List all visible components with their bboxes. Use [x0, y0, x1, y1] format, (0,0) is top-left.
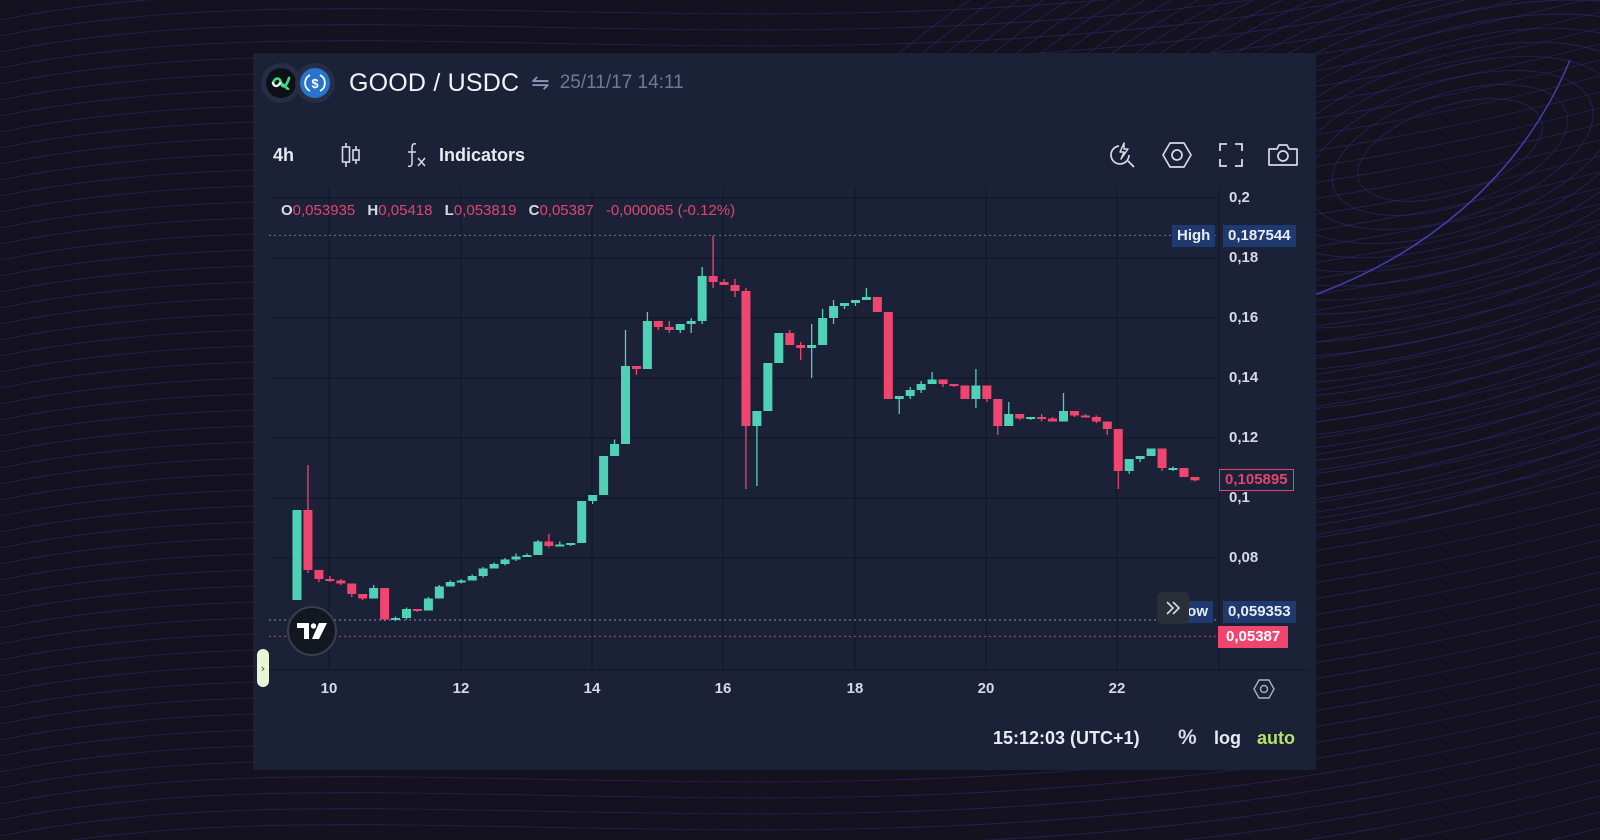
chart-type-button[interactable]: [339, 135, 363, 175]
candlestick-chart[interactable]: [253, 53, 1316, 713]
low-value: 0,053819: [453, 202, 517, 219]
high-key: H: [367, 202, 379, 219]
chevron-right-icon: ›: [260, 661, 266, 675]
price-label: 0,16: [1229, 309, 1259, 326]
sidebar-toggle-handle[interactable]: ›: [257, 649, 269, 687]
open-key: O: [281, 202, 293, 219]
chart-panel: $ GOOD / USDC ⇋ 25/11/17 14:11 4h Indica…: [253, 53, 1316, 770]
quick-search-button[interactable]: [1109, 135, 1137, 175]
chart-header: $ GOOD / USDC ⇋ 25/11/17 14:11: [261, 63, 684, 103]
high-tag-value: 0,187544: [1223, 225, 1296, 247]
quick-search-icon: [1110, 142, 1135, 168]
pair-timestamp: 25/11/17 14:11: [559, 72, 684, 93]
tradingview-icon: [297, 623, 327, 639]
scroll-to-realtime-button[interactable]: [1157, 592, 1189, 624]
axis-settings-button[interactable]: [1253, 679, 1275, 703]
candlestick-icon: [341, 143, 360, 167]
chart-toolbar: 4h Indicators: [253, 135, 1316, 175]
close-value: 0,05387: [539, 202, 594, 219]
time-label: 20: [977, 680, 995, 697]
time-label: 10: [320, 680, 338, 697]
settings-icon: [1253, 679, 1275, 699]
high-value: 0,05418: [378, 202, 433, 219]
auto-label: auto: [1257, 727, 1295, 748]
price-label: 0,2: [1229, 189, 1250, 206]
usdc-token-icon: $: [295, 63, 335, 103]
ohlc-legend: O0,053935 H0,05418 L0,053819 C0,05387 -0…: [281, 202, 743, 219]
open-value: 0,053935: [292, 202, 356, 219]
settings-icon: [1162, 142, 1192, 168]
fx-icon: [407, 143, 426, 168]
time-label: 16: [714, 680, 732, 697]
price-label: 0,08: [1229, 549, 1259, 566]
time-label: 12: [452, 680, 470, 697]
clock-text: 15:12:03 (UTC+1): [993, 727, 1140, 748]
screenshot-icon: [1268, 144, 1298, 166]
high-tag-label: High: [1172, 225, 1216, 247]
percent-toggle[interactable]: %: [1178, 723, 1197, 753]
screenshot-button[interactable]: [1267, 135, 1299, 175]
good-token-icon: [261, 63, 301, 103]
percent-label: %: [1178, 726, 1197, 749]
log-label: log: [1214, 727, 1241, 748]
double-chevron-right-icon: [1166, 601, 1181, 615]
interval-label: 4h: [273, 144, 295, 165]
swap-icon[interactable]: ⇋: [531, 70, 550, 96]
time-label: 14: [583, 680, 601, 697]
tradingview-logo[interactable]: [287, 606, 337, 656]
last-price-tag: 0,05387: [1218, 626, 1289, 648]
price-label: 0,18: [1229, 249, 1259, 266]
low-tag-value: 0,059353: [1223, 601, 1296, 623]
indicators-label: Indicators: [439, 144, 526, 165]
time-label: 18: [846, 680, 864, 697]
svg-text:$: $: [311, 76, 319, 91]
auto-toggle[interactable]: auto: [1257, 723, 1295, 753]
fullscreen-icon: [1219, 143, 1243, 167]
clock-display: 15:12:03 (UTC+1): [993, 723, 1140, 753]
low-key: L: [444, 202, 454, 219]
interval-button[interactable]: 4h: [273, 135, 294, 175]
change-value: -0,000065 (-0.12%): [605, 202, 736, 219]
pair-title: GOOD / USDC: [349, 68, 520, 97]
settings-button[interactable]: [1161, 135, 1193, 175]
price-label: 0,12: [1229, 429, 1259, 446]
log-toggle[interactable]: log: [1214, 723, 1241, 753]
close-key: C: [528, 202, 540, 219]
price-label: 0,14: [1229, 369, 1259, 386]
price-label: 0,1: [1229, 489, 1250, 506]
indicators-button[interactable]: Indicators: [405, 135, 525, 175]
fullscreen-button[interactable]: [1217, 135, 1245, 175]
time-label: 22: [1108, 680, 1126, 697]
crosshair-price-tag: 0,105895: [1219, 469, 1294, 491]
